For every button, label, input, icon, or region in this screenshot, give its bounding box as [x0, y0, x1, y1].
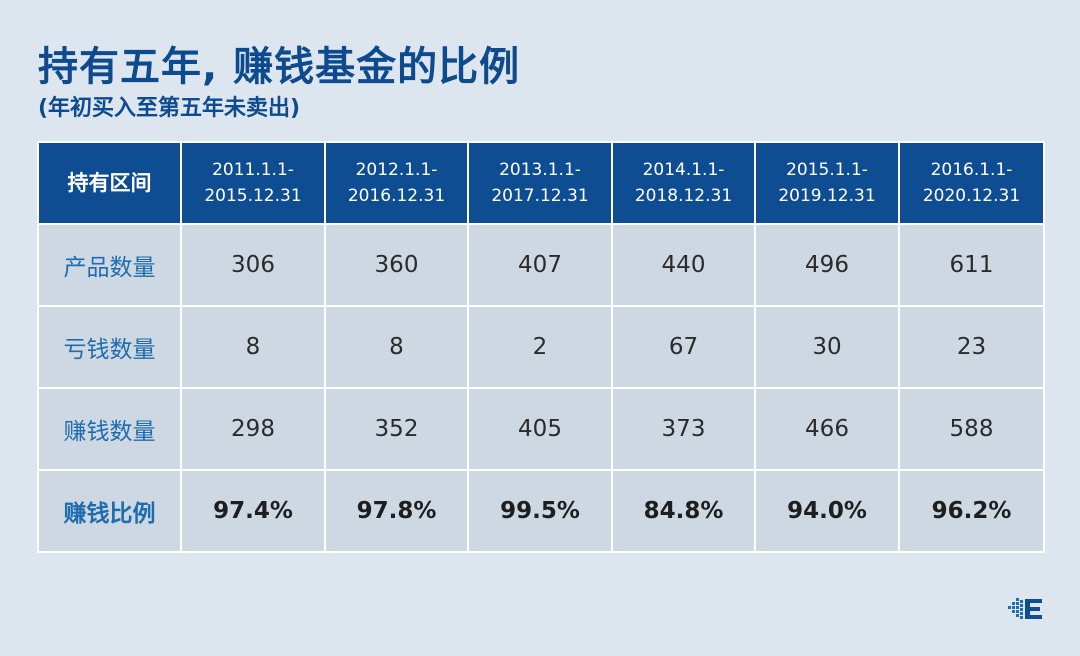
table-cell: 440 — [611, 223, 756, 307]
table-cell: 84.8% — [611, 469, 756, 553]
period-header: 2013.1.1- 2017.12.31 — [467, 141, 613, 225]
table-cell: 466 — [754, 387, 900, 471]
table-cell: 611 — [898, 223, 1045, 307]
brand-logo-icon — [1008, 598, 1042, 619]
period-start: 2014.1.1- — [642, 160, 725, 180]
fund-profit-table: 持有区间 2011.1.1- 2015.12.31 2012.1.1- 2016… — [37, 141, 1045, 553]
row-label: 产品数量 — [37, 223, 182, 307]
table-cell: 352 — [324, 387, 469, 471]
period-start: 2013.1.1- — [499, 160, 581, 180]
table-cell: 405 — [467, 387, 613, 471]
period-header: 2014.1.1- 2018.12.31 — [611, 141, 756, 225]
period-end: 2017.12.31 — [491, 186, 589, 206]
period-start: 2015.1.1- — [786, 160, 868, 180]
table-cell: 306 — [180, 223, 326, 307]
row-label: 赚钱数量 — [37, 387, 182, 471]
period-start: 2011.1.1- — [212, 160, 294, 180]
corner-header: 持有区间 — [37, 141, 182, 225]
table-cell: 99.5% — [467, 469, 613, 553]
table-cell: 67 — [611, 305, 756, 389]
page-subtitle: (年初买入至第五年未卖出) — [38, 96, 301, 121]
period-end: 2016.12.31 — [347, 186, 446, 206]
table-cell: 97.4% — [180, 469, 326, 553]
table-row-profit-count: 赚钱数量 298 352 405 373 466 588 — [37, 387, 1045, 471]
table-cell: 588 — [898, 387, 1045, 471]
period-end: 2018.12.31 — [634, 186, 733, 206]
period-end: 2019.12.31 — [778, 186, 876, 206]
table-row-product-count: 产品数量 306 360 407 440 496 611 — [37, 223, 1045, 307]
table-cell: 407 — [467, 223, 613, 307]
table-cell: 94.0% — [754, 469, 900, 553]
table-cell: 8 — [180, 305, 326, 389]
table-cell: 97.8% — [324, 469, 469, 553]
table-row-profit-ratio: 赚钱比例 97.4% 97.8% 99.5% 84.8% 94.0% 96.2% — [37, 469, 1045, 553]
period-header: 2015.1.1- 2019.12.31 — [754, 141, 900, 225]
row-label: 亏钱数量 — [37, 305, 182, 389]
period-header: 2016.1.1- 2020.12.31 — [898, 141, 1045, 225]
table-cell: 96.2% — [898, 469, 1045, 553]
table-cell: 298 — [180, 387, 326, 471]
period-end: 2015.12.31 — [204, 186, 302, 206]
period-header: 2012.1.1- 2016.12.31 — [324, 141, 469, 225]
table-cell: 373 — [611, 387, 756, 471]
table-cell: 496 — [754, 223, 900, 307]
period-header: 2011.1.1- 2015.12.31 — [180, 141, 326, 225]
table-row-loss-count: 亏钱数量 8 8 2 67 30 23 — [37, 305, 1045, 389]
period-start: 2012.1.1- — [355, 160, 438, 180]
table-cell: 30 — [754, 305, 900, 389]
period-end: 2020.12.31 — [922, 186, 1021, 206]
table-cell: 360 — [324, 223, 469, 307]
page-title: 持有五年, 赚钱基金的比例 — [38, 44, 521, 90]
period-start: 2016.1.1- — [930, 160, 1013, 180]
table-cell: 2 — [467, 305, 613, 389]
table-cell: 23 — [898, 305, 1045, 389]
table-header-row: 持有区间 2011.1.1- 2015.12.31 2012.1.1- 2016… — [37, 141, 1045, 225]
row-label: 赚钱比例 — [37, 469, 182, 553]
table-cell: 8 — [324, 305, 469, 389]
